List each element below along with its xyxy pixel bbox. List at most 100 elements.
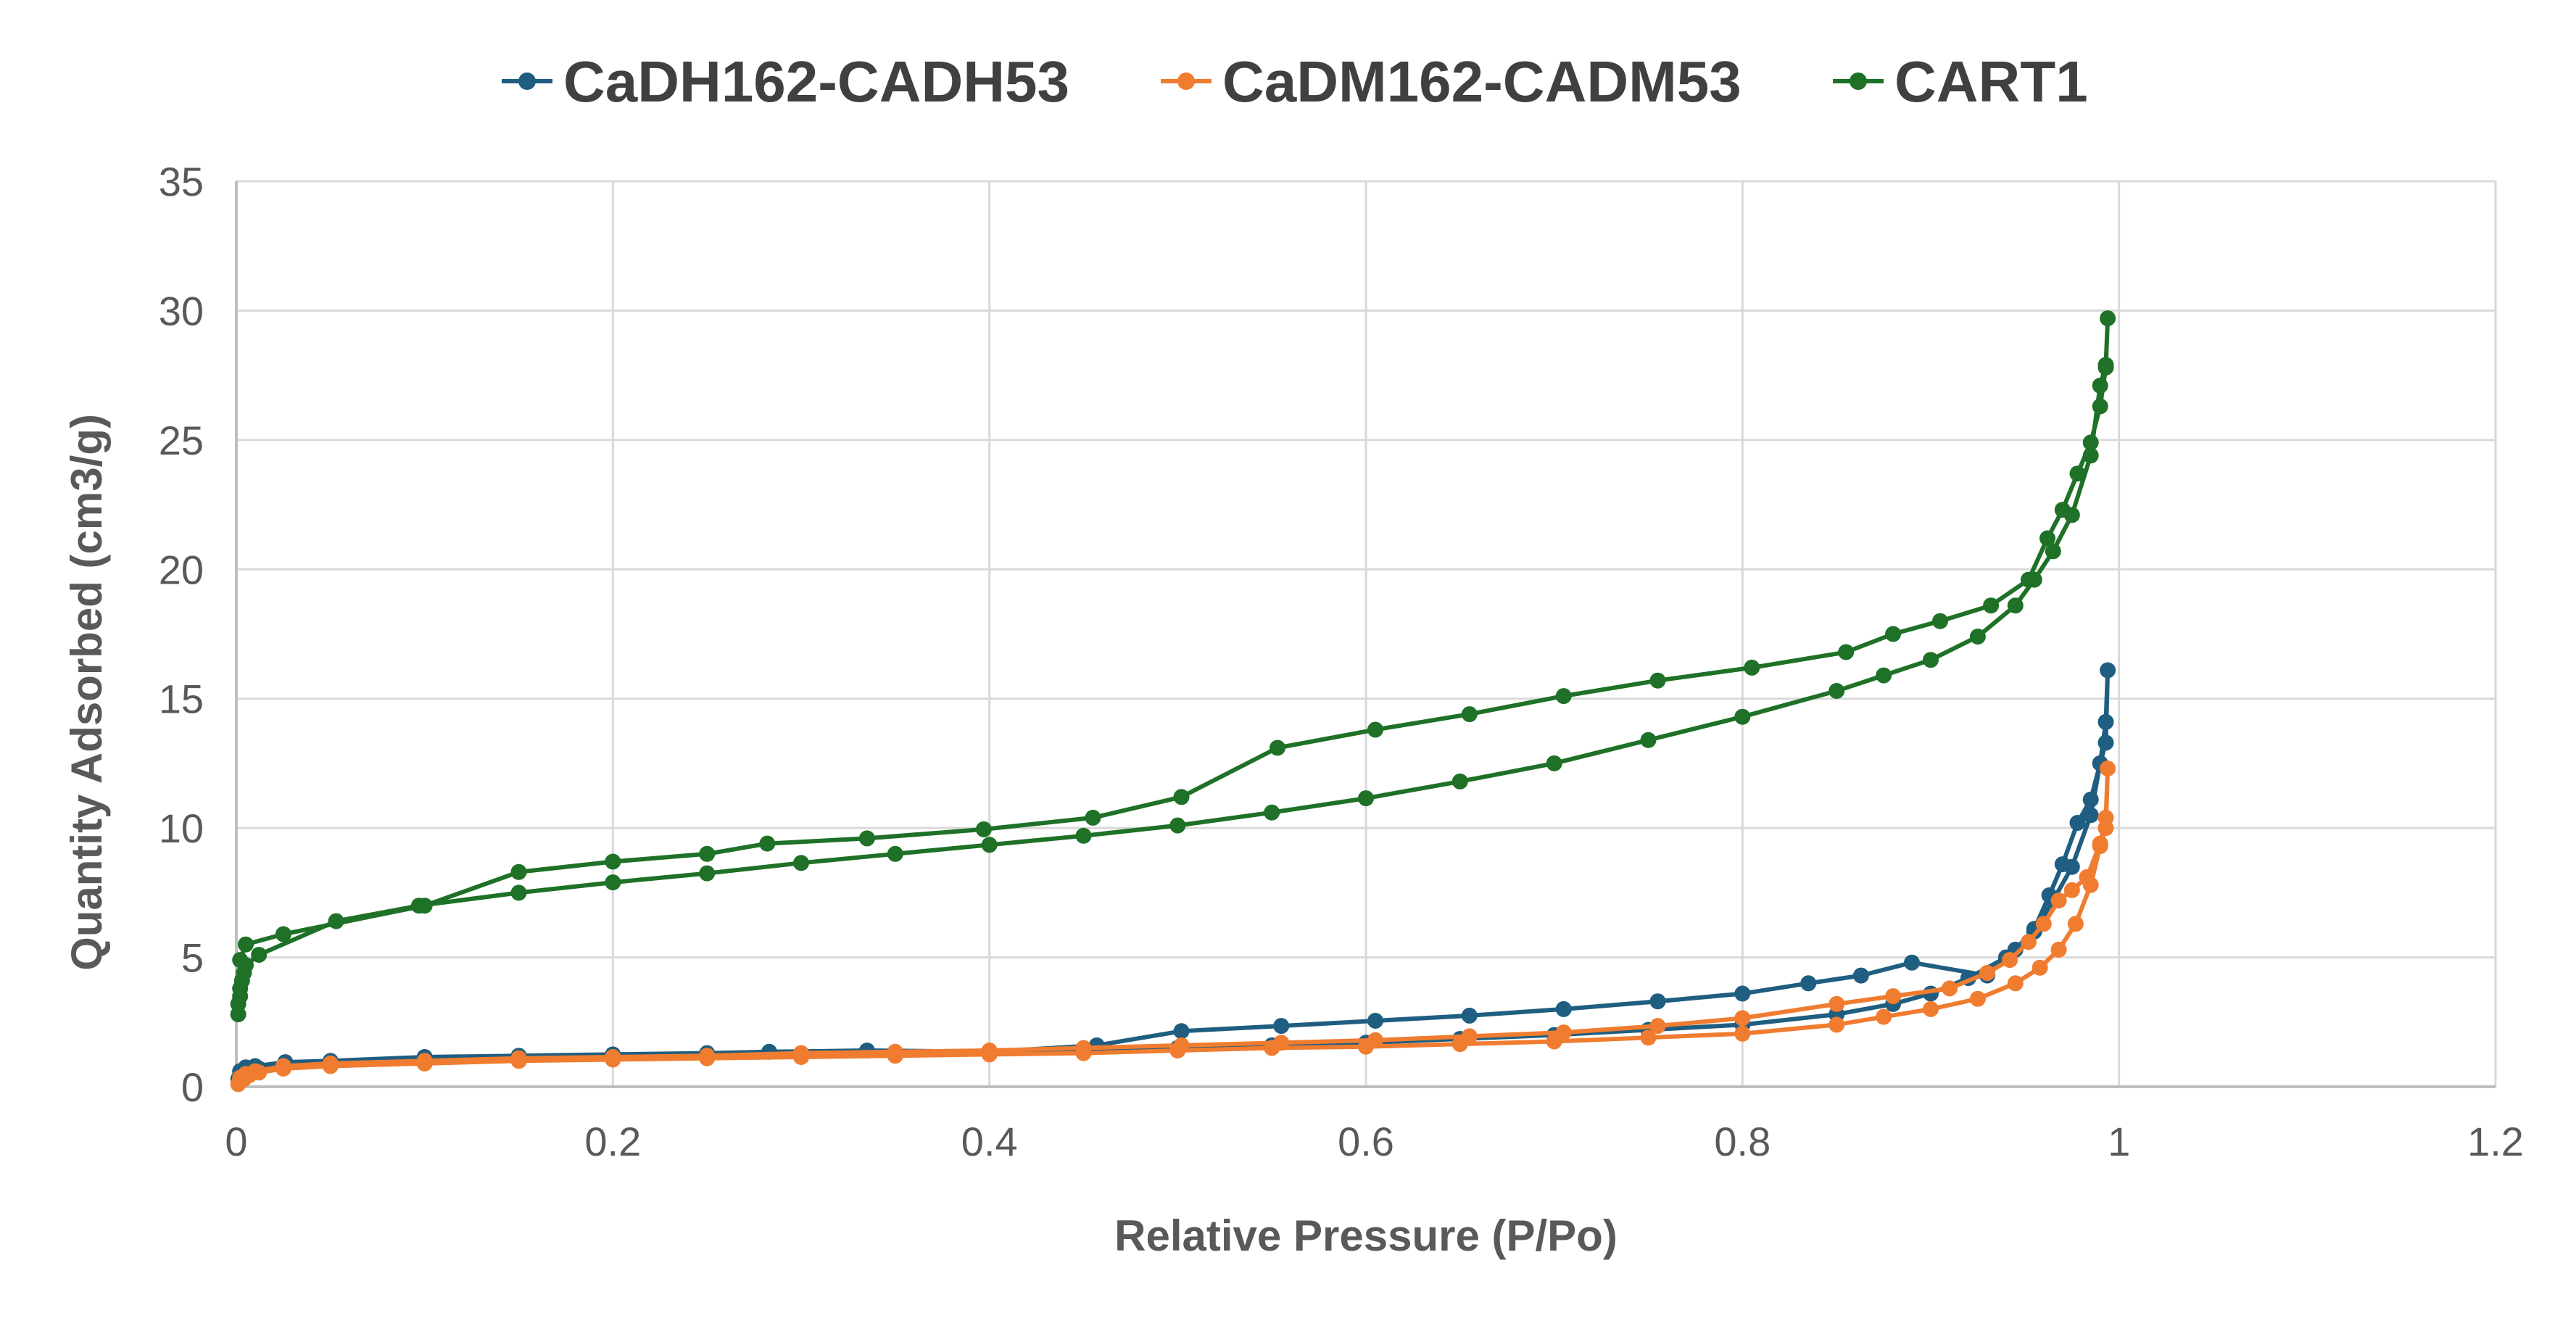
data-point — [1852, 967, 1869, 984]
legend-label: CART1 — [1894, 49, 2088, 114]
data-point — [2092, 398, 2108, 415]
legend-marker — [518, 72, 536, 90]
legend-item-2: CaDM162-CADM53 — [1161, 49, 1742, 114]
data-point — [1461, 1028, 1478, 1045]
data-point — [1173, 1037, 1190, 1053]
data-point — [1367, 1032, 1383, 1048]
data-point — [232, 952, 249, 969]
data-point — [1979, 965, 1995, 981]
data-point — [275, 1058, 291, 1074]
legend-marker — [1850, 72, 1867, 90]
data-point — [975, 821, 992, 837]
data-point — [416, 1053, 433, 1069]
data-point — [2079, 869, 2095, 885]
legend: CaDH162-CADH53 CaDM162-CADM53 CART1 — [502, 49, 2088, 114]
data-point — [2050, 941, 2067, 958]
axes: 0 0.2 0.4 0.6 0.8 1 1.2 0 5 10 15 20 25 30 35 — [159, 159, 2524, 1164]
x-tick-label: 1.2 — [2467, 1119, 2524, 1164]
data-point — [1649, 672, 1666, 689]
data-point — [1838, 644, 1855, 660]
data-point — [2054, 856, 2071, 873]
series — [230, 310, 2116, 1093]
data-point — [1829, 683, 1845, 699]
data-point — [1461, 1007, 1478, 1024]
data-point — [981, 837, 998, 853]
data-point — [2082, 447, 2099, 464]
series-line — [236, 766, 2111, 1086]
gridlines — [236, 180, 2497, 1087]
data-point — [1734, 708, 1751, 725]
data-point — [1273, 1018, 1290, 1035]
data-point — [887, 1043, 903, 1060]
y-tick-label: 5 — [181, 935, 204, 981]
data-point — [1555, 1024, 1572, 1041]
data-point — [1885, 988, 1902, 1005]
data-point — [1555, 688, 1572, 705]
data-point — [699, 1048, 716, 1064]
data-point — [1075, 827, 1092, 844]
data-point — [2082, 434, 2099, 451]
x-tick-label: 0 — [225, 1119, 247, 1164]
data-point — [1075, 1040, 1092, 1056]
data-point — [1358, 790, 1374, 807]
data-point — [1264, 804, 1280, 821]
data-point — [1173, 789, 1190, 805]
data-point — [2097, 359, 2114, 376]
data-point — [1932, 613, 1948, 629]
data-point — [1942, 980, 1958, 997]
data-point — [699, 865, 716, 882]
x-tick-label: 0.6 — [1338, 1119, 1394, 1164]
legend-label: CaDH162-CADH53 — [563, 49, 1069, 114]
data-point — [605, 853, 621, 870]
data-point — [1744, 659, 1760, 676]
series-2 — [230, 761, 2116, 1093]
data-point — [2100, 662, 2116, 679]
data-point — [793, 1045, 809, 1061]
data-point — [2007, 597, 2024, 614]
data-point — [1969, 990, 1986, 1007]
data-point — [2069, 465, 2086, 482]
data-point — [1270, 739, 1285, 756]
data-point — [1983, 597, 2000, 614]
x-tick-label: 1 — [2108, 1119, 2130, 1164]
y-tick-label: 20 — [159, 547, 204, 592]
data-point — [981, 1043, 998, 1058]
data-point — [699, 845, 716, 862]
data-point — [510, 863, 527, 880]
data-point — [2097, 713, 2114, 730]
data-point — [2054, 502, 2071, 518]
data-point — [2097, 734, 2114, 751]
data-point — [1734, 1025, 1751, 1042]
data-point — [322, 1055, 339, 1072]
data-point — [1555, 1000, 1572, 1017]
data-point — [605, 874, 621, 891]
x-tick-label: 0.4 — [961, 1119, 1018, 1164]
data-point — [1829, 995, 1845, 1012]
data-point — [858, 830, 875, 847]
data-point — [1085, 809, 1101, 826]
data-point — [2082, 807, 2099, 824]
data-point — [2039, 530, 2055, 547]
y-tick-label: 15 — [159, 676, 204, 722]
data-point — [2045, 543, 2061, 560]
data-point — [2082, 791, 2099, 808]
data-point — [1640, 732, 1657, 748]
data-point — [1173, 1023, 1190, 1040]
data-point — [2097, 809, 2114, 826]
data-point — [2002, 952, 2018, 969]
data-point — [1367, 721, 1383, 738]
data-point — [2092, 377, 2108, 394]
data-point — [2100, 310, 2116, 327]
data-point — [238, 936, 254, 953]
data-point — [1969, 629, 1986, 645]
data-point — [2069, 815, 2086, 831]
y-tick-label: 25 — [159, 418, 204, 463]
legend-item-1: CaDH162-CADH53 — [502, 49, 1069, 114]
data-point — [1273, 1035, 1290, 1051]
y-axis-title: Quantity Adsorbed (cm3/g) — [62, 414, 111, 971]
y-tick-label: 35 — [159, 159, 204, 204]
data-point — [1876, 667, 1892, 684]
